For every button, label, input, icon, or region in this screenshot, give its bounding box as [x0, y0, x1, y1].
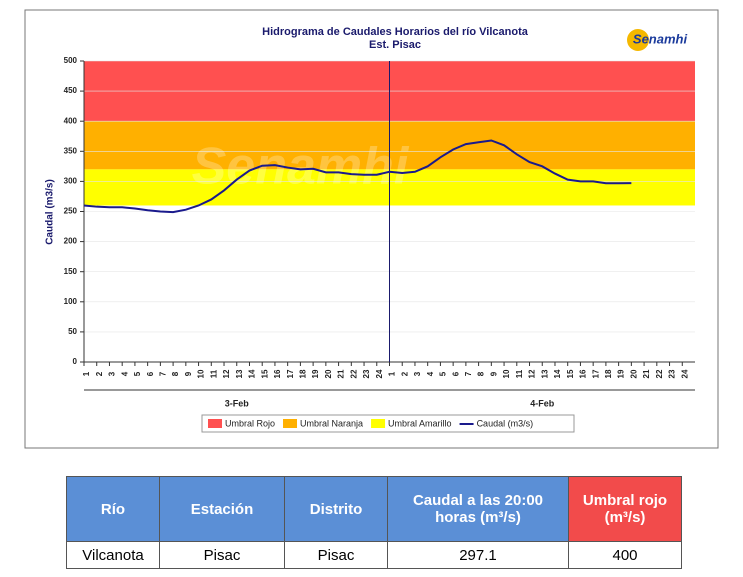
y-tick-label: 450 [64, 86, 78, 95]
y-tick-label: 300 [64, 177, 78, 186]
x-tick-label: 13 [235, 369, 244, 378]
x-tick-label: 4 [426, 371, 435, 376]
legend-label: Umbral Rojo [225, 418, 275, 428]
flow-line [83, 139, 632, 214]
x-tick-label: 18 [604, 369, 613, 378]
y-tick-label: 350 [64, 146, 78, 155]
y-tick-label: 200 [64, 237, 78, 246]
x-tick-label: 19 [311, 369, 320, 378]
chart-title: Hidrograma de Caudales Horarios del río … [262, 26, 529, 38]
y-tick-label: 250 [64, 207, 78, 216]
y-tick-label: 400 [64, 116, 78, 125]
table-header: Estación [159, 476, 285, 542]
x-tick-label: 5 [133, 371, 142, 376]
x-tick-label: 16 [579, 369, 588, 378]
table-header: Caudal a las 20:00 horas (m³/s) [387, 476, 569, 542]
x-tick-label: 4 [120, 371, 129, 376]
legend-label: Caudal (m3/s) [477, 418, 534, 428]
x-tick-label: 9 [489, 371, 498, 376]
x-tick-label: 17 [591, 369, 600, 378]
summary-table: Río Estación Distrito Caudal a las 20:00… [66, 476, 682, 569]
x-tick-label: 23 [362, 369, 371, 378]
table-cell: Pisac [284, 541, 388, 569]
x-tick-label: 22 [655, 369, 664, 378]
x-tick-label: 15 [260, 369, 269, 378]
x-tick-label: 24 [375, 369, 384, 378]
x-tick-label: 2 [400, 371, 409, 376]
watermark: Senamhi [192, 138, 410, 196]
y-tick-label: 50 [68, 327, 77, 336]
legend-swatch [283, 419, 298, 428]
legend-swatch [371, 419, 386, 428]
x-tick-label: 6 [146, 371, 155, 376]
x-tick-label: 22 [349, 369, 358, 378]
y-axis-label: Caudal (m3/s) [45, 179, 56, 245]
logo-sun [627, 29, 649, 51]
x-tick-label: 1 [388, 371, 397, 376]
x-tick-label: 18 [299, 369, 308, 378]
x-tick-label: 8 [171, 371, 180, 376]
x-tick-label: 15 [566, 369, 575, 378]
x-tick-label: 3 [108, 371, 117, 376]
x-tick-label: 21 [337, 369, 346, 378]
logo: Senamhi [633, 31, 688, 46]
group-label: 3-Feb [225, 398, 250, 408]
x-tick-label: 13 [540, 369, 549, 378]
table-header: Umbral rojo (m³/s) [568, 476, 682, 542]
x-tick-label: 8 [477, 371, 486, 376]
x-tick-label: 9 [184, 371, 193, 376]
chart-subtitle: Est. Pisac [369, 39, 421, 51]
x-tick-label: 7 [464, 371, 473, 376]
table-cell: 400 [568, 541, 682, 569]
y-tick-label: 500 [64, 56, 78, 65]
y-tick-label: 100 [64, 297, 78, 306]
x-tick-label: 3 [413, 371, 422, 376]
x-tick-label: 16 [273, 369, 282, 378]
x-tick-label: 14 [553, 369, 562, 378]
x-tick-label: 11 [515, 369, 524, 378]
x-tick-label: 17 [286, 369, 295, 378]
x-tick-label: 20 [629, 369, 638, 378]
group-label: 4-Feb [530, 398, 555, 408]
table-cell: Vilcanota [66, 541, 160, 569]
x-tick-label: 1 [82, 371, 91, 376]
x-tick-label: 7 [158, 371, 167, 376]
x-tick-label: 23 [668, 369, 677, 378]
x-tick-label: 10 [197, 369, 206, 378]
x-tick-label: 10 [502, 369, 511, 378]
table-cell: 297.1 [387, 541, 569, 569]
y-tick-label: 150 [64, 267, 78, 276]
x-tick-label: 11 [209, 369, 218, 378]
table-header: Distrito [284, 476, 388, 542]
chart: Hidrograma de Caudales Horarios del río … [24, 9, 719, 449]
x-tick-label: 24 [680, 369, 689, 378]
x-tick-label: 2 [95, 371, 104, 376]
legend-label: Umbral Amarillo [388, 418, 452, 428]
x-tick-label: 12 [528, 369, 537, 378]
x-tick-label: 12 [222, 369, 231, 378]
y-tick-label: 0 [73, 357, 78, 366]
x-tick-label: 20 [324, 369, 333, 378]
table-cell: Pisac [159, 541, 285, 569]
x-tick-label: 14 [248, 369, 257, 378]
legend-swatch [208, 419, 222, 428]
x-tick-label: 5 [439, 371, 448, 376]
table-header: Río [66, 476, 160, 542]
x-tick-label: 19 [617, 369, 626, 378]
x-tick-label: 6 [451, 371, 460, 376]
legend-label: Umbral Naranja [300, 418, 363, 428]
x-tick-label: 21 [642, 369, 651, 378]
